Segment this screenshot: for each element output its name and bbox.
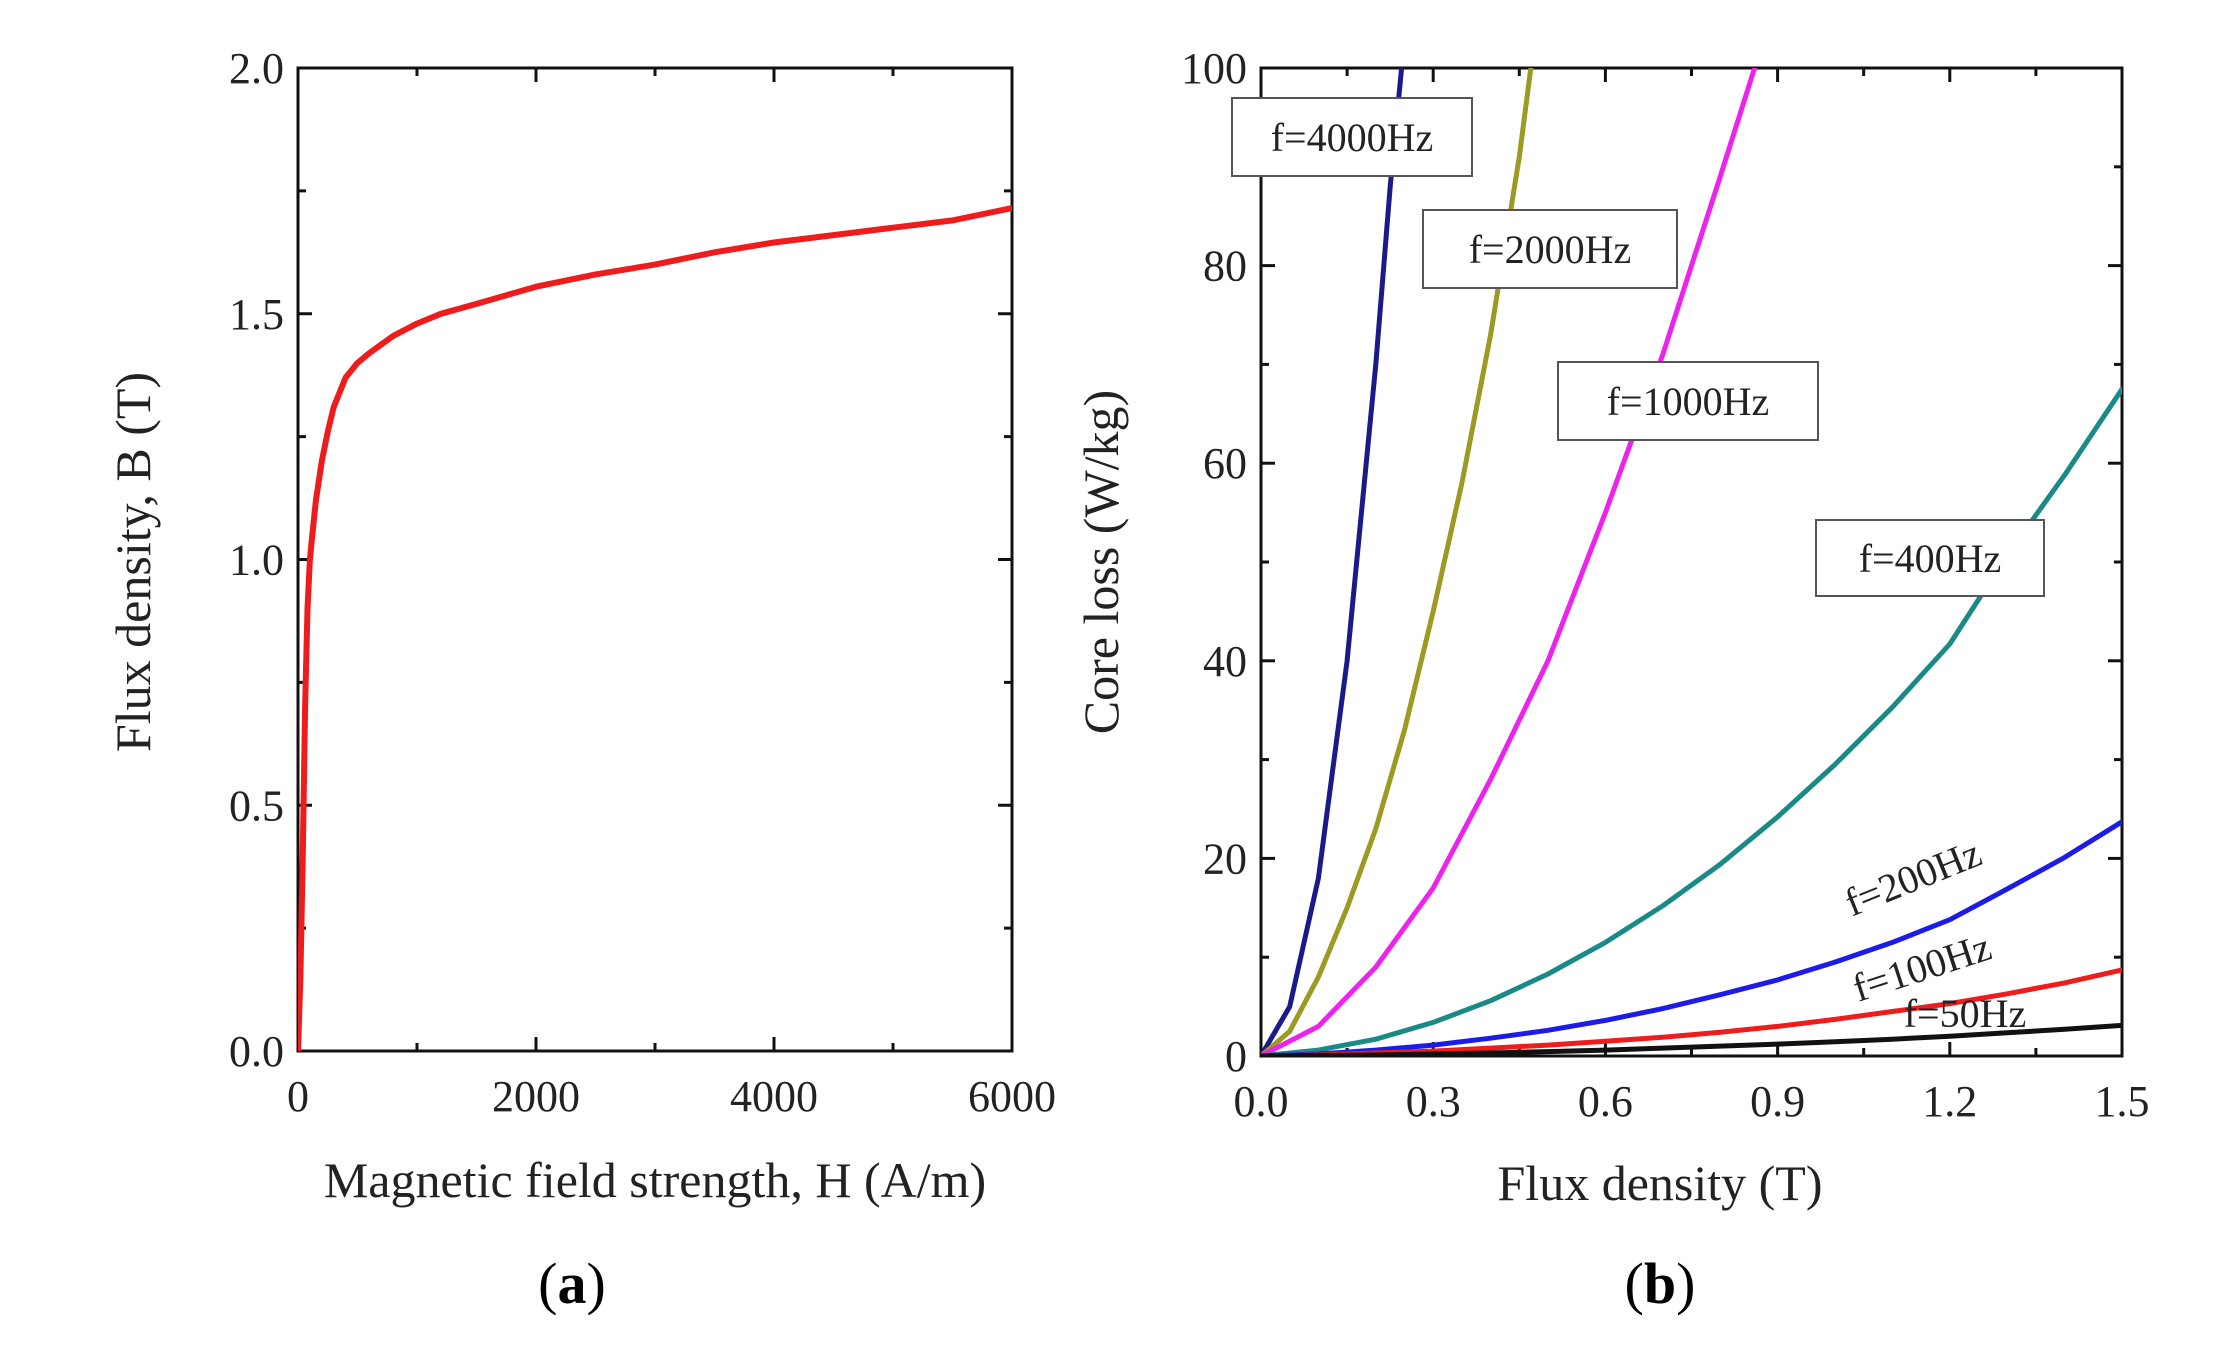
b-ytick-label: 80 — [1203, 242, 1247, 291]
panel-a-letter: a — [558, 1251, 587, 1316]
curve-label-box-2: f=1000Hz — [1557, 361, 1819, 441]
panel-a-xlabel: Magnetic field strength, H (A/m) — [324, 1152, 986, 1208]
panel-b-letter: b — [1644, 1251, 1676, 1316]
b-series-line-4 — [1261, 819, 2122, 1056]
b-ytick-label: 60 — [1203, 439, 1247, 488]
curve-label-text: f=1000Hz — [1607, 379, 1770, 424]
curve-label-text-6: f=50Hz — [1904, 991, 2027, 1036]
a-ytick-label: 2.0 — [229, 44, 284, 93]
b-xtick-label: 0.9 — [1750, 1077, 1805, 1126]
curve-label-text: f=4000Hz — [1271, 115, 1434, 160]
panel-b-xlabel: Flux density (T) — [1498, 1155, 1823, 1211]
b-xtick-label: 1.2 — [1922, 1077, 1977, 1126]
b-ytick-label: 40 — [1203, 637, 1247, 686]
curve-label-text: f=2000Hz — [1469, 227, 1632, 272]
b-series-line-3 — [1261, 386, 2122, 1056]
a-xtick-label: 0 — [287, 1072, 309, 1121]
b-xtick-label: 0.6 — [1578, 1077, 1633, 1126]
curve-label-frame — [1815, 519, 2045, 597]
panel-b-series — [1261, 68, 2122, 1056]
panel-a-chart: 0 2000 4000 6000 0.0 0.5 1.0 1.5 2.0 Magnetic fi… — [105, 44, 1056, 1208]
curve-label-box-3: f=400Hz — [1815, 519, 2045, 597]
panel-b-ticks: 0.0 0.3 0.6 0.9 1.2 1.5 0 20 40 60 80 100 — [1181, 44, 2150, 1126]
b-xtick-label: 0.3 — [1406, 1077, 1461, 1126]
curve-label-frame — [1422, 209, 1678, 289]
b-series-line-6 — [1261, 1022, 2122, 1056]
panel-a-series — [298, 205, 1012, 1051]
curve-label-box-1: f=2000Hz — [1422, 209, 1678, 289]
a-xtick-label: 6000 — [968, 1072, 1056, 1121]
curve-label-box-0: f=4000Hz — [1231, 97, 1473, 177]
a-plot-frame — [296, 66, 1014, 1053]
panel-a-axes — [296, 66, 1014, 1053]
curve-label-frame — [1557, 361, 1819, 441]
svg-text:(a): (a) — [538, 1251, 606, 1316]
panel-label-a: (a) — [538, 1251, 606, 1316]
panel-label-b: (b) — [1625, 1251, 1696, 1316]
curve-label-text: f=400Hz — [1859, 536, 2002, 581]
panel-b-chart: 0.0 0.3 0.6 0.9 1.2 1.5 0 20 40 60 80 100 f=4000Hz f… — [1073, 44, 2150, 1211]
panel-a-ticks: 0 2000 4000 6000 0.0 0.5 1.0 1.5 2.0 — [229, 44, 1056, 1121]
a-xtick-label: 2000 — [492, 1072, 580, 1121]
a-xtick-label: 4000 — [730, 1072, 818, 1121]
curve-label-frame — [1231, 97, 1473, 177]
b-xtick-label: 1.5 — [2095, 1077, 2150, 1126]
a-series-line-0 — [298, 205, 1012, 1051]
b-series-line-0 — [1261, 68, 1405, 1056]
a-ytick-label: 0.0 — [229, 1027, 284, 1076]
svg-text:(b): (b) — [1625, 1251, 1696, 1316]
b-series-line-2 — [1261, 68, 1758, 1056]
panel-b-ylabel: Core loss (W/kg) — [1073, 390, 1129, 734]
b-ytick-label: 0 — [1225, 1032, 1247, 1081]
a-ytick-label: 1.5 — [229, 290, 284, 339]
b-xtick-label: 0.0 — [1234, 1077, 1289, 1126]
a-ytick-label: 0.5 — [229, 781, 284, 830]
a-ytick-label: 1.0 — [229, 536, 284, 585]
panel-a-ylabel: Flux density, B (T) — [105, 372, 161, 752]
b-ytick-label: 20 — [1203, 834, 1247, 883]
b-ytick-label: 100 — [1181, 44, 1247, 93]
